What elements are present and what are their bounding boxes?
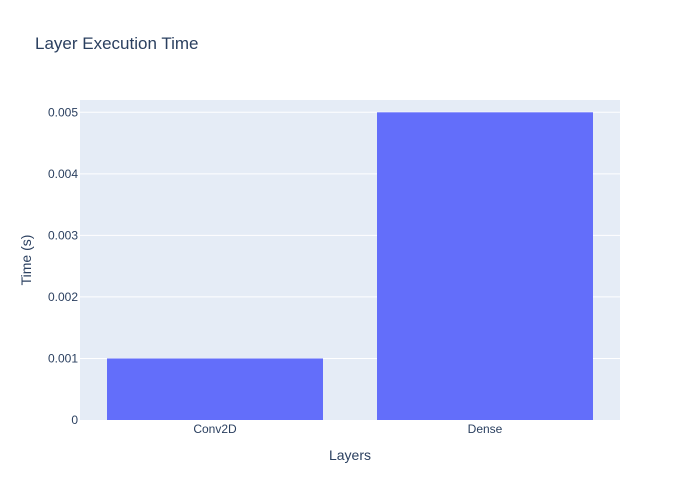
x-tick-label: Dense xyxy=(468,422,503,436)
x-tick-labels: Conv2D Dense xyxy=(193,422,502,436)
bar-conv2d[interactable] xyxy=(107,358,323,420)
bars xyxy=(107,112,593,421)
y-tick-labels: 0 0.001 0.002 0.003 0.004 0.005 xyxy=(48,105,78,427)
bar-dense[interactable] xyxy=(377,112,593,421)
y-tick-label: 0.001 xyxy=(48,351,78,365)
y-tick-label: 0.002 xyxy=(48,290,78,304)
chart-title: Layer Execution Time xyxy=(35,34,199,53)
y-tick-label: 0 xyxy=(71,413,78,427)
x-axis-title: Layers xyxy=(329,447,371,463)
y-tick-label: 0.005 xyxy=(48,105,78,119)
y-tick-label: 0.003 xyxy=(48,228,78,242)
y-tick-label: 0.004 xyxy=(48,167,78,181)
y-axis-title: Time (s) xyxy=(18,235,34,286)
x-tick-label: Conv2D xyxy=(193,422,237,436)
